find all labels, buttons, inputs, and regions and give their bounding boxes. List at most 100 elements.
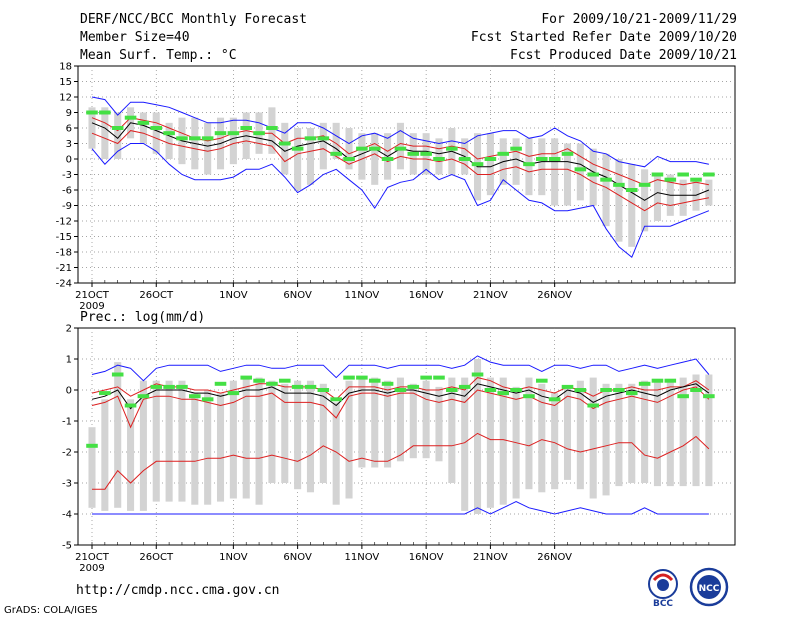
x-tick-label: 6NOV bbox=[283, 290, 312, 301]
mean-marker bbox=[214, 131, 227, 136]
ensemble-box bbox=[409, 383, 417, 459]
series-line-max bbox=[91, 355, 710, 382]
x-tick-label: 16NOV bbox=[409, 552, 444, 563]
ensemble-box bbox=[512, 138, 520, 185]
mean-marker bbox=[613, 182, 625, 187]
y-tick-label: -24 bbox=[56, 279, 72, 290]
ensemble-box bbox=[435, 386, 443, 462]
ensemble-box bbox=[204, 390, 212, 505]
y-tick-label: -1 bbox=[62, 417, 72, 428]
mean-marker bbox=[561, 151, 574, 156]
ensemble-box bbox=[281, 383, 289, 483]
bcc-logo-text: BCC bbox=[653, 599, 673, 608]
mean-marker bbox=[677, 172, 689, 177]
mean-marker bbox=[189, 136, 201, 141]
mean-marker bbox=[651, 172, 664, 177]
ensemble-box bbox=[127, 399, 135, 511]
ensemble-box bbox=[101, 107, 109, 159]
mean-marker bbox=[317, 136, 330, 141]
ensemble-box bbox=[101, 399, 109, 511]
mean-marker bbox=[266, 126, 278, 130]
ensemble-box bbox=[576, 143, 584, 201]
fcst-started-date: Fcst Started Refer Date 2009/10/20 bbox=[470, 30, 737, 45]
ensemble-box bbox=[255, 377, 263, 505]
mean-marker bbox=[420, 375, 432, 380]
mean-marker bbox=[381, 157, 394, 161]
ensemble-box bbox=[152, 112, 160, 154]
mean-marker bbox=[330, 397, 342, 402]
x-tick-label: 11NOV bbox=[345, 552, 380, 563]
mean-marker bbox=[381, 381, 394, 386]
ensemble-box bbox=[525, 377, 533, 490]
ensemble-box bbox=[486, 377, 494, 508]
ensemble-box bbox=[666, 380, 674, 487]
mean-marker bbox=[137, 394, 150, 399]
ensemble-box bbox=[345, 380, 353, 499]
x-tick-label: 1NOV bbox=[219, 552, 248, 563]
ensemble-box bbox=[191, 393, 199, 505]
mean-marker bbox=[510, 388, 522, 392]
mean-marker bbox=[304, 384, 317, 389]
chart-title: DERF/NCC/BCC Monthly Forecast bbox=[80, 12, 307, 27]
mean-marker bbox=[407, 384, 420, 389]
mean-marker bbox=[433, 375, 445, 380]
ensemble-box bbox=[306, 128, 315, 185]
y-tick-label: 3 bbox=[66, 139, 72, 150]
ensemble-box bbox=[551, 393, 559, 490]
mean-marker bbox=[523, 394, 535, 399]
mean-marker bbox=[124, 403, 137, 408]
mean-marker bbox=[574, 167, 587, 172]
mean-marker bbox=[99, 110, 111, 115]
x-year-label: 2009 bbox=[79, 301, 104, 312]
mean-marker bbox=[291, 384, 304, 389]
mean-marker bbox=[497, 391, 510, 396]
mean-marker bbox=[278, 378, 291, 383]
y-tick-label: -5 bbox=[62, 541, 72, 552]
x-tick-label: 11NOV bbox=[345, 290, 380, 301]
mean-marker bbox=[150, 384, 163, 389]
mean-marker bbox=[137, 120, 150, 125]
ensemble-box bbox=[692, 374, 700, 487]
y-tick-label: -3 bbox=[62, 479, 72, 490]
mean-marker bbox=[458, 384, 471, 389]
ensemble-box bbox=[435, 138, 443, 175]
mean-marker bbox=[394, 146, 407, 151]
mean-marker bbox=[253, 378, 265, 383]
grads-credit: GrADS: COLA/IGES bbox=[4, 605, 98, 616]
mean-marker bbox=[227, 131, 240, 136]
ensemble-box bbox=[88, 107, 96, 149]
y-tick-label: -21 bbox=[56, 263, 72, 274]
ensemble-box bbox=[525, 138, 533, 196]
ensemble-box bbox=[229, 380, 237, 499]
forecast-period: For 2009/10/21-2009/11/29 bbox=[541, 12, 737, 27]
mean-marker bbox=[510, 146, 522, 151]
y-tick-label: 12 bbox=[59, 93, 72, 104]
mean-marker bbox=[484, 388, 497, 392]
ensemble-box bbox=[602, 153, 610, 227]
ensemble-box bbox=[602, 383, 610, 496]
ensemble-box bbox=[152, 380, 160, 502]
mean-marker bbox=[625, 391, 638, 396]
y-tick-label: -9 bbox=[62, 201, 72, 212]
ensemble-box bbox=[114, 112, 122, 159]
mean-marker bbox=[664, 177, 677, 182]
mean-marker bbox=[664, 378, 677, 383]
mean-marker bbox=[536, 157, 548, 161]
x-year-label: 2009 bbox=[79, 563, 104, 574]
mean-marker bbox=[574, 388, 587, 392]
mean-marker bbox=[548, 397, 561, 402]
mean-marker bbox=[446, 146, 458, 151]
mean-marker bbox=[523, 162, 535, 167]
ensemble-box bbox=[679, 377, 687, 487]
precip-title: Prec.: log(mm/d) bbox=[80, 310, 206, 325]
y-tick-label: -4 bbox=[62, 510, 72, 521]
mean-marker bbox=[111, 372, 124, 377]
mean-marker bbox=[163, 131, 175, 136]
mean-marker bbox=[677, 394, 689, 399]
variable-label: Mean Surf. Temp.: °C bbox=[80, 48, 237, 63]
source-url[interactable]: http://cmdp.ncc.cma.gov.cn bbox=[76, 583, 280, 598]
ensemble-box bbox=[165, 380, 173, 502]
ensemble-box bbox=[679, 179, 687, 216]
series-line-lower bbox=[91, 130, 709, 212]
